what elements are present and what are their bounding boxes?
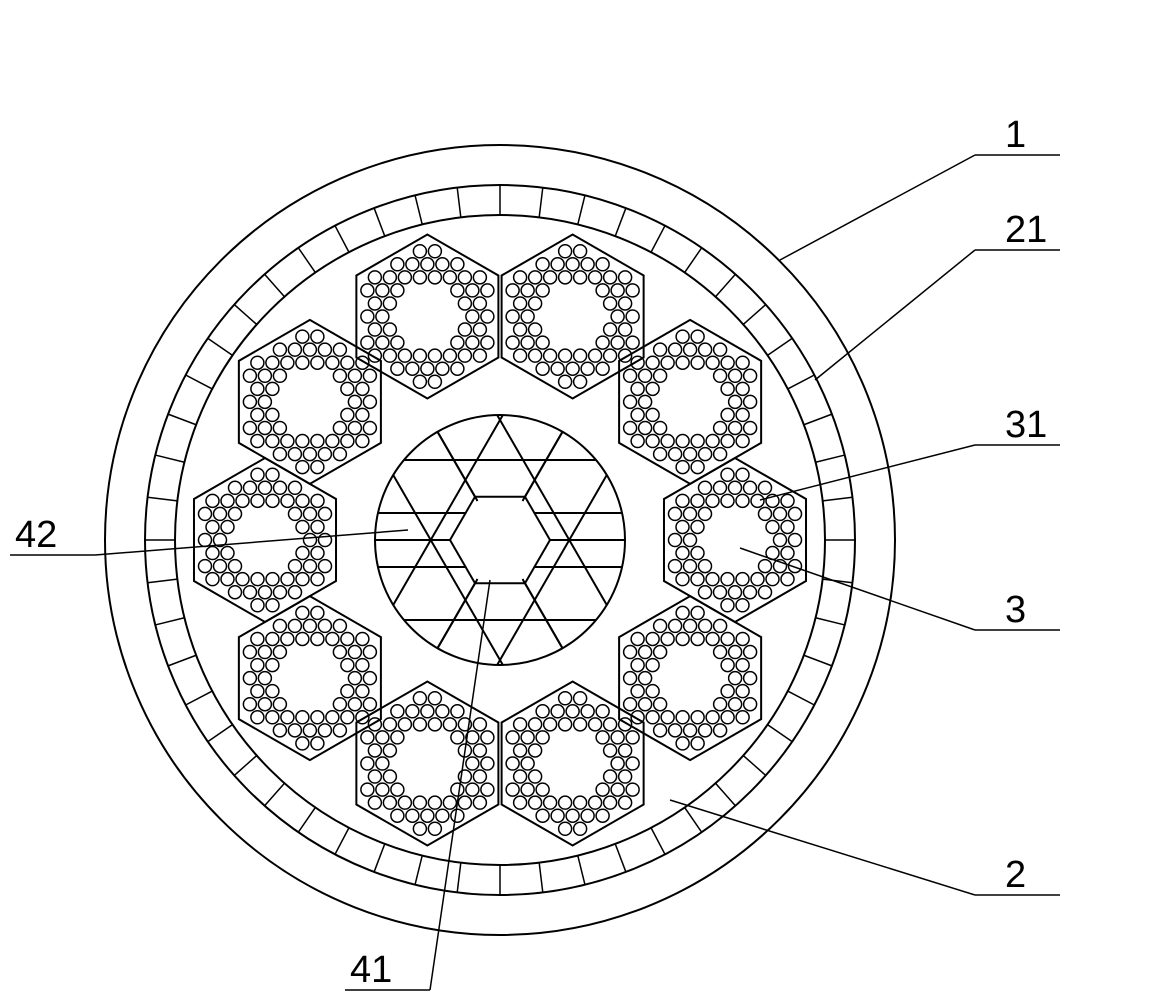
bundle-hexagon — [239, 320, 381, 484]
bundle-hexagon — [664, 458, 806, 622]
bundle-hexagon — [239, 596, 381, 760]
label-2: 2 — [1005, 854, 1026, 896]
bundle-hexagon — [356, 235, 498, 399]
armor-segments — [145, 185, 855, 895]
label-41: 41 — [350, 949, 392, 991]
bundle-hexagon — [356, 681, 498, 845]
core-hexagon — [450, 497, 550, 584]
bundle-hexagon — [502, 681, 644, 845]
bundle-hexagon — [502, 235, 644, 399]
label-31: 31 — [1005, 404, 1047, 446]
cable-cross-section-diagram: 1 21 31 3 2 41 42 — [0, 0, 1154, 1003]
labels: 1 21 31 3 2 41 42 — [10, 114, 1060, 991]
outer-sheath — [105, 145, 895, 935]
bundle-hexagon — [619, 320, 761, 484]
label-3: 3 — [1005, 589, 1026, 631]
label-21: 21 — [1005, 209, 1047, 251]
armor-ring-outer — [145, 185, 855, 895]
core-structure — [375, 415, 625, 665]
bundle-hexagon — [194, 458, 336, 622]
label-42: 42 — [15, 514, 57, 556]
label-1: 1 — [1005, 114, 1026, 156]
bundle-hexagon — [619, 596, 761, 760]
armor-ring-inner — [175, 215, 825, 865]
